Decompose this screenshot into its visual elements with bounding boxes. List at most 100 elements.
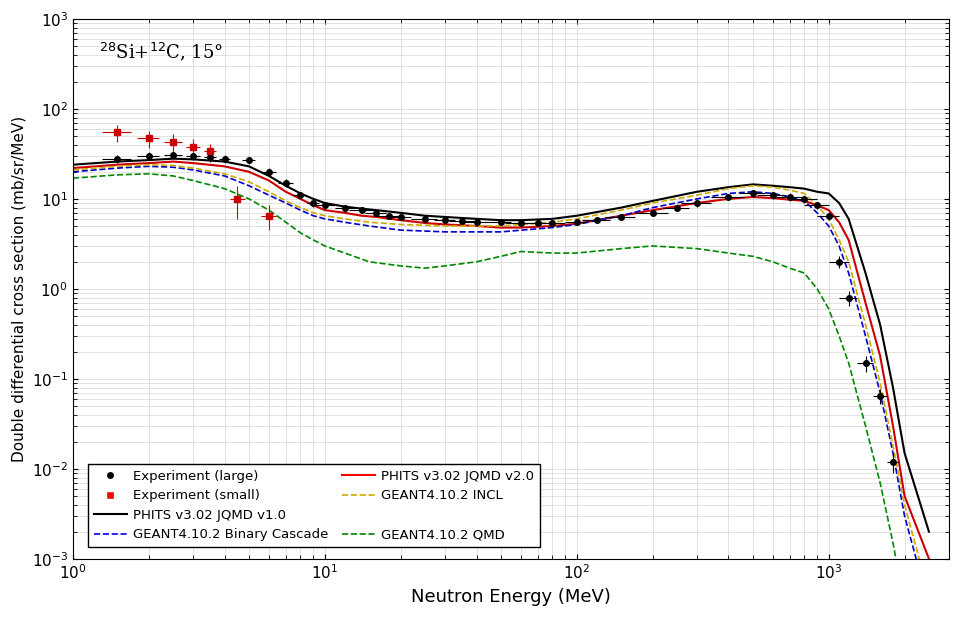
GEANT4.10.2 Binary Cascade <box>615 212 627 220</box>
PHITS v3.02 JQMD v2.0 <box>811 202 823 209</box>
PHITS v3.02 JQMD v1.0 <box>280 182 292 189</box>
PHITS v3.02 JQMD v2.0 <box>339 209 350 217</box>
PHITS v3.02 JQMD v2.0 <box>887 422 899 429</box>
GEANT4.10.2 INCL <box>833 236 845 244</box>
GEANT4.10.2 Binary Cascade <box>833 242 845 250</box>
Line: PHITS v3.02 JQMD v2.0: PHITS v3.02 JQMD v2.0 <box>73 162 929 559</box>
GEANT4.10.2 Binary Cascade <box>784 193 796 201</box>
GEANT4.10.2 INCL <box>767 183 779 191</box>
GEANT4.10.2 Binary Cascade <box>811 209 823 217</box>
GEANT4.10.2 QMD <box>516 248 527 255</box>
PHITS v3.02 JQMD v2.0 <box>571 220 583 228</box>
PHITS v3.02 JQMD v2.0 <box>319 207 330 214</box>
PHITS v3.02 JQMD v2.0 <box>615 212 627 220</box>
PHITS v3.02 JQMD v1.0 <box>571 212 583 220</box>
GEANT4.10.2 INCL <box>395 221 406 228</box>
GEANT4.10.2 Binary Cascade <box>747 188 758 196</box>
PHITS v3.02 JQMD v1.0 <box>356 205 368 212</box>
GEANT4.10.2 Binary Cascade <box>860 332 872 339</box>
GEANT4.10.2 QMD <box>691 245 703 252</box>
PHITS v3.02 JQMD v2.0 <box>799 197 810 205</box>
PHITS v3.02 JQMD v1.0 <box>799 185 810 193</box>
Legend: Experiment (large), Experiment (small), PHITS v3.02 JQMD v1.0, GEANT4.10.2 Binar: Experiment (large), Experiment (small), … <box>88 465 540 547</box>
GEANT4.10.2 INCL <box>111 163 123 170</box>
PHITS v3.02 JQMD v2.0 <box>767 194 779 202</box>
PHITS v3.02 JQMD v2.0 <box>440 221 451 228</box>
GEANT4.10.2 QMD <box>263 207 275 214</box>
PHITS v3.02 JQMD v1.0 <box>860 270 872 277</box>
PHITS v3.02 JQMD v1.0 <box>371 207 382 214</box>
GEANT4.10.2 QMD <box>339 249 350 257</box>
GEANT4.10.2 Binary Cascade <box>280 199 292 207</box>
PHITS v3.02 JQMD v2.0 <box>860 299 872 307</box>
GEANT4.10.2 QMD <box>470 258 482 265</box>
GEANT4.10.2 INCL <box>339 215 350 223</box>
GEANT4.10.2 QMD <box>784 265 796 272</box>
PHITS v3.02 JQMD v2.0 <box>747 193 758 201</box>
PHITS v3.02 JQMD v1.0 <box>339 203 350 210</box>
GEANT4.10.2 Binary Cascade <box>67 168 79 175</box>
PHITS v3.02 JQMD v1.0 <box>843 215 854 223</box>
GEANT4.10.2 INCL <box>440 222 451 230</box>
PHITS v3.02 JQMD v1.0 <box>784 183 796 191</box>
PHITS v3.02 JQMD v1.0 <box>811 188 823 196</box>
GEANT4.10.2 QMD <box>811 285 823 292</box>
PHITS v3.02 JQMD v1.0 <box>516 217 527 224</box>
Line: GEANT4.10.2 Binary Cascade: GEANT4.10.2 Binary Cascade <box>73 167 929 606</box>
PHITS v3.02 JQMD v1.0 <box>823 190 834 197</box>
GEANT4.10.2 INCL <box>843 258 854 265</box>
GEANT4.10.2 QMD <box>767 258 779 265</box>
GEANT4.10.2 Binary Cascade <box>167 164 179 171</box>
GEANT4.10.2 INCL <box>295 204 306 211</box>
PHITS v3.02 JQMD v1.0 <box>219 158 230 165</box>
PHITS v3.02 JQMD v2.0 <box>470 222 482 230</box>
PHITS v3.02 JQMD v2.0 <box>647 207 659 214</box>
GEANT4.10.2 QMD <box>747 252 758 260</box>
PHITS v3.02 JQMD v1.0 <box>395 209 406 217</box>
GEANT4.10.2 INCL <box>219 170 230 178</box>
GEANT4.10.2 QMD <box>495 252 507 260</box>
GEANT4.10.2 Binary Cascade <box>691 195 703 202</box>
PHITS v3.02 JQMD v2.0 <box>395 217 406 224</box>
GEANT4.10.2 INCL <box>784 186 796 194</box>
PHITS v3.02 JQMD v1.0 <box>420 212 431 220</box>
GEANT4.10.2 QMD <box>843 359 854 366</box>
PHITS v3.02 JQMD v1.0 <box>495 217 507 224</box>
GEANT4.10.2 INCL <box>319 212 330 220</box>
PHITS v3.02 JQMD v2.0 <box>495 224 507 231</box>
PHITS v3.02 JQMD v1.0 <box>887 384 899 391</box>
PHITS v3.02 JQMD v2.0 <box>219 163 230 170</box>
GEANT4.10.2 INCL <box>887 442 899 450</box>
GEANT4.10.2 INCL <box>67 166 79 173</box>
PHITS v3.02 JQMD v1.0 <box>470 215 482 223</box>
Line: PHITS v3.02 JQMD v1.0: PHITS v3.02 JQMD v1.0 <box>73 159 929 532</box>
GEANT4.10.2 Binary Cascade <box>799 197 810 205</box>
GEANT4.10.2 INCL <box>924 591 935 598</box>
PHITS v3.02 JQMD v2.0 <box>691 199 703 207</box>
GEANT4.10.2 QMD <box>319 242 330 250</box>
GEANT4.10.2 QMD <box>440 262 451 270</box>
PHITS v3.02 JQMD v1.0 <box>111 158 123 165</box>
PHITS v3.02 JQMD v2.0 <box>143 159 155 167</box>
GEANT4.10.2 QMD <box>571 249 583 257</box>
GEANT4.10.2 INCL <box>546 218 558 226</box>
GEANT4.10.2 INCL <box>747 182 758 189</box>
GEANT4.10.2 INCL <box>860 321 872 328</box>
GEANT4.10.2 INCL <box>167 162 179 169</box>
PHITS v3.02 JQMD v2.0 <box>67 164 79 172</box>
GEANT4.10.2 INCL <box>571 215 583 223</box>
GEANT4.10.2 INCL <box>307 209 319 217</box>
PHITS v3.02 JQMD v1.0 <box>747 181 758 188</box>
GEANT4.10.2 QMD <box>420 265 431 272</box>
GEANT4.10.2 QMD <box>280 218 292 226</box>
Line: GEANT4.10.2 INCL: GEANT4.10.2 INCL <box>73 165 929 595</box>
PHITS v3.02 JQMD v1.0 <box>67 161 79 168</box>
GEANT4.10.2 QMD <box>723 249 734 257</box>
GEANT4.10.2 INCL <box>875 379 886 387</box>
PHITS v3.02 JQMD v2.0 <box>187 159 199 167</box>
GEANT4.10.2 Binary Cascade <box>295 207 306 214</box>
GEANT4.10.2 Binary Cascade <box>571 221 583 228</box>
GEANT4.10.2 QMD <box>111 171 123 178</box>
GEANT4.10.2 INCL <box>364 218 375 226</box>
GEANT4.10.2 QMD <box>243 195 254 202</box>
